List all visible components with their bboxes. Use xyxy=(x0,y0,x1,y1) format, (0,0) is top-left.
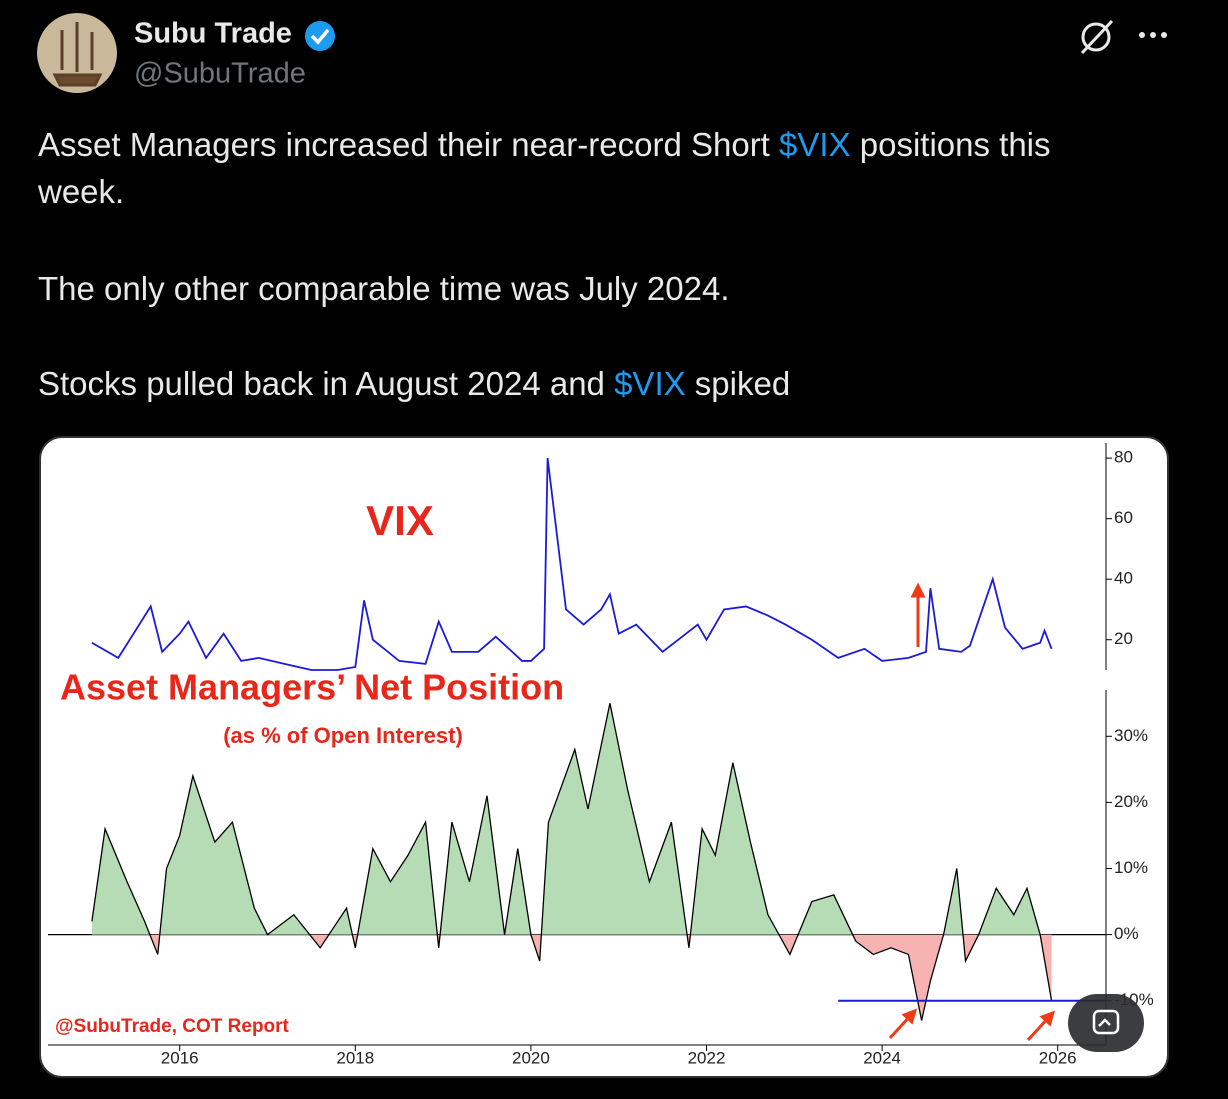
x-tick-label: 2018 xyxy=(336,1048,374,1067)
y-tick-label: 20% xyxy=(1114,792,1148,811)
tweet-line: Stocks pulled back in August 2024 and $V… xyxy=(38,365,790,402)
vix-line xyxy=(91,458,1053,671)
y-tick-label: 40 xyxy=(1114,569,1133,588)
y-tick-label: 20 xyxy=(1114,629,1133,648)
x-tick-label: 2016 xyxy=(161,1048,199,1067)
cashtag[interactable]: $VIX xyxy=(779,126,851,163)
verified-badge xyxy=(305,21,335,51)
chart: VIX Asset Managers’ Net Position (as % o… xyxy=(48,443,1154,1067)
tweet-line: week. xyxy=(37,173,124,210)
net-title: Asset Managers’ Net Position xyxy=(60,667,564,708)
net-subtitle: (as % of Open Interest) xyxy=(223,723,463,748)
cashtag[interactable]: $VIX xyxy=(614,365,686,402)
x-tick-label: 2020 xyxy=(512,1048,550,1067)
tweet-line: The only other comparable time was July … xyxy=(38,270,730,307)
source-note: @SubuTrade, COT Report xyxy=(55,1016,290,1037)
tweet-line: Asset Managers increased their near-reco… xyxy=(38,126,1051,163)
x-tick-label: 2024 xyxy=(863,1048,901,1067)
y-tick-label: 30% xyxy=(1114,726,1148,745)
x-tick-label: 2026 xyxy=(1039,1048,1077,1067)
net-line xyxy=(91,703,1053,1021)
y-tick-label: 0% xyxy=(1114,924,1139,943)
vix-title: VIX xyxy=(366,497,434,544)
positive-area xyxy=(91,703,1052,935)
avatar-ship xyxy=(52,22,103,87)
arrow xyxy=(888,1008,918,1040)
x-tick-label: 2022 xyxy=(688,1048,726,1067)
image-edit-button[interactable] xyxy=(1068,994,1144,1052)
grok-button[interactable] xyxy=(1080,19,1114,55)
y-tick-label: 80 xyxy=(1114,448,1133,467)
y-tick-label: 60 xyxy=(1114,508,1133,527)
more-button[interactable] xyxy=(1139,32,1167,38)
author-handle[interactable]: @SubuTrade xyxy=(134,58,306,90)
author-name[interactable]: Subu Trade xyxy=(134,18,292,50)
arrow xyxy=(1026,1010,1056,1042)
y-tick-label: 10% xyxy=(1114,858,1148,877)
